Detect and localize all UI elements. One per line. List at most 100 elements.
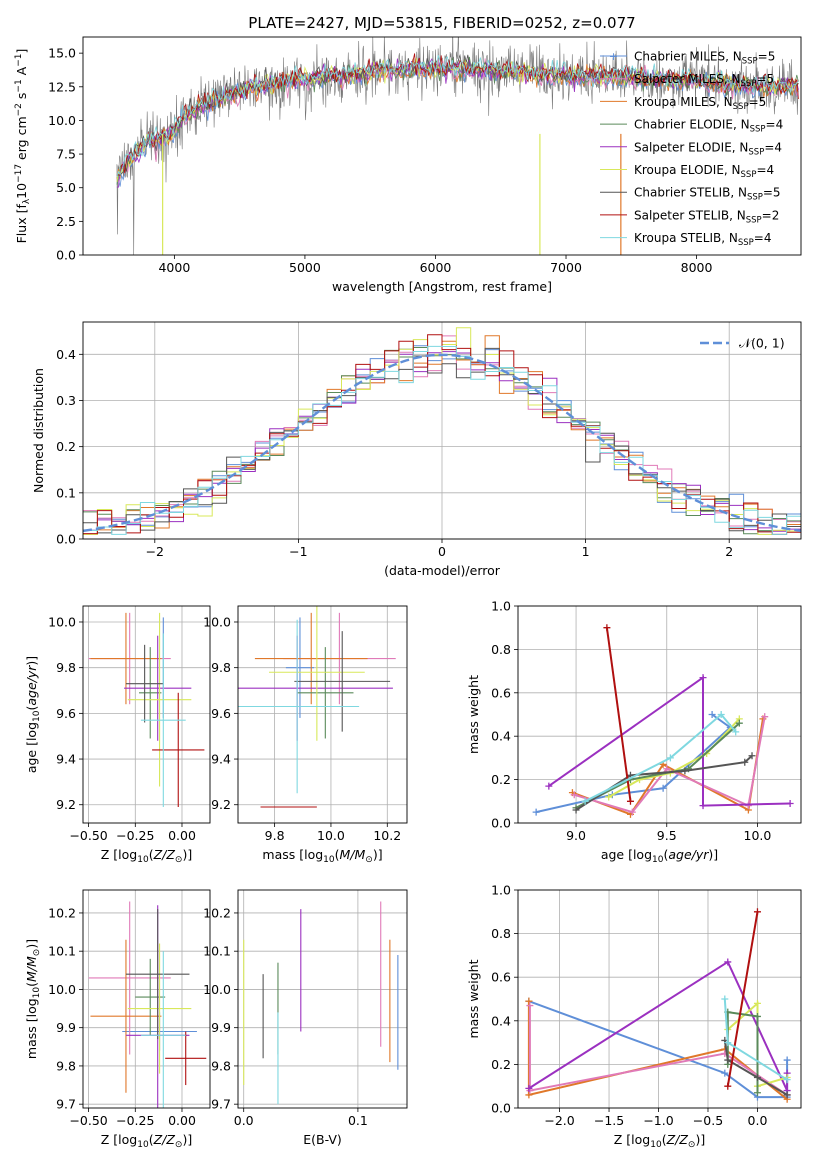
- y-tick-label: 10.1: [203, 944, 231, 959]
- y-tick-label: 0.3: [56, 393, 76, 408]
- weight-marker: [724, 1056, 732, 1064]
- x-tick-label: 10.0: [317, 828, 345, 843]
- legend-label-9: Kroupa STELIB, NSSP=4: [634, 231, 772, 248]
- axes-frame: [82, 36, 802, 256]
- x-tick-label: −0.50: [69, 1113, 107, 1128]
- label-part: =4: [754, 231, 772, 245]
- label-part: −2: [14, 103, 24, 116]
- plot-area: [88, 612, 205, 808]
- label-part: M/M: [340, 847, 366, 862]
- weight-marker: [753, 999, 761, 1007]
- weight-marker: [753, 908, 761, 916]
- label-part: s: [14, 93, 29, 104]
- axes-frame: [82, 889, 211, 1109]
- label-part: )]: [182, 847, 192, 862]
- y-tick-label: 0.2: [491, 772, 511, 787]
- y-tick-label: 9.2: [211, 797, 231, 812]
- histogram-step-7: [83, 347, 801, 534]
- legend-label-5: Salpeter ELODIE, NSSP=4: [634, 140, 782, 157]
- model-line-2: [116, 58, 799, 182]
- y-tick-label: 0.8: [491, 642, 511, 657]
- x-axis-label: (data-model)/error: [384, 563, 501, 578]
- label-part: M/M: [24, 956, 39, 982]
- y-tick-label: 9.2: [56, 797, 76, 812]
- y-tick-label: 10.0: [48, 113, 76, 128]
- label-part: (: [335, 847, 340, 862]
- weight-marker: [717, 711, 725, 718]
- label-part: ⊙: [688, 1140, 696, 1150]
- label-part: Kroupa ELODIE, N: [634, 163, 741, 177]
- label-part: −17: [14, 164, 24, 183]
- y-axis-label: Flux [fλ10−17 erg cm−2 s−1 A−1]: [14, 49, 32, 244]
- weight-marker: [753, 1012, 761, 1020]
- y-tick-label: 9.8: [56, 660, 76, 675]
- y-tick-label: 0.6: [491, 970, 511, 985]
- label-part: SSP: [748, 147, 764, 157]
- weight-marker: [724, 1039, 732, 1047]
- label-part: SSP: [746, 215, 762, 225]
- label-part: (: [663, 847, 668, 862]
- plot-area: [243, 901, 399, 1105]
- y-tick-label: 2.5: [56, 214, 76, 229]
- label-part: mass [log: [24, 998, 39, 1059]
- y-tick-label: 0.4: [491, 1013, 511, 1028]
- weight-marker: [741, 758, 749, 766]
- label-part: Z [log: [614, 1132, 650, 1147]
- label-part: 10: [137, 855, 149, 865]
- weight-marker: [699, 802, 707, 810]
- legend-label-6: Kroupa ELODIE, NSSP=4: [634, 163, 774, 180]
- label-part: A: [14, 66, 29, 79]
- label-part: )]: [24, 939, 39, 949]
- label-part: (: [149, 1132, 154, 1147]
- plot-area: [116, 37, 799, 255]
- weight-marker: [663, 765, 671, 773]
- weight-line-8: [726, 911, 759, 1087]
- weight-marker: [721, 1069, 729, 1077]
- y-tick-label: 10.2: [203, 905, 231, 920]
- label-part: 10: [650, 1140, 662, 1150]
- y-tick-label: 9.4: [56, 752, 76, 767]
- y-tick-label: 1.0: [491, 599, 511, 614]
- legend-label-2: Salpeter MILES, NSSP=5: [634, 72, 774, 89]
- weight-marker: [681, 767, 689, 775]
- y-tick-label: 12.5: [48, 79, 76, 94]
- y-tick-label: 15.0: [48, 46, 76, 61]
- weight-marker: [783, 1091, 791, 1099]
- y-tick-label: 9.8: [56, 1058, 76, 1073]
- label-part: (: [24, 982, 39, 987]
- chart-title: PLATE=2427, MJD=53815, FIBERID=0252, z=0…: [248, 14, 635, 32]
- weight-marker: [735, 719, 743, 727]
- y-tick-label: 0.6: [491, 685, 511, 700]
- weight-marker: [786, 799, 794, 807]
- x-axis-label: Z [log10(Z/Z⊙)]: [101, 1132, 192, 1150]
- label-part: 10: [323, 855, 335, 865]
- y-tick-label: 9.6: [56, 706, 76, 721]
- y-axis-label: age [log10(age/yr)]: [24, 656, 42, 773]
- label-part: 10: [32, 710, 42, 722]
- axes-frame: [237, 605, 408, 824]
- x-tick-label: 5000: [289, 260, 321, 275]
- label-part: =5: [756, 72, 774, 86]
- plot-area: [83, 327, 801, 535]
- label-part: ⊙: [175, 855, 183, 865]
- label-part: SSP: [741, 170, 757, 180]
- weight-marker: [666, 754, 674, 762]
- label-part: (: [24, 706, 39, 711]
- legend-label-4: Chabrier ELODIE, NSSP=4: [634, 118, 783, 135]
- label-part: −1: [14, 79, 24, 92]
- plot-area: [532, 624, 794, 818]
- panel-age_vs_z: −0.50 −0.25 0.009.29.49.69.810.0Z [log10(Z…: [24, 605, 211, 865]
- x-tick-label: 6000: [420, 260, 452, 275]
- axes-frame: [82, 321, 802, 540]
- label-part: ⊙: [365, 855, 373, 865]
- x-axis-label: Z [log10(Z/Z⊙)]: [614, 1132, 705, 1150]
- label-part: Z [log: [101, 1132, 137, 1147]
- label-part: λ: [22, 198, 32, 204]
- label-part: 10: [32, 987, 42, 999]
- model-line-4: [116, 56, 799, 185]
- label-part: =5: [758, 50, 776, 64]
- x-tick-label: 0.00: [168, 828, 196, 843]
- x-tick-label: 10.2: [373, 828, 401, 843]
- weight-marker: [605, 793, 613, 801]
- y-tick-label: 0.0: [56, 248, 76, 263]
